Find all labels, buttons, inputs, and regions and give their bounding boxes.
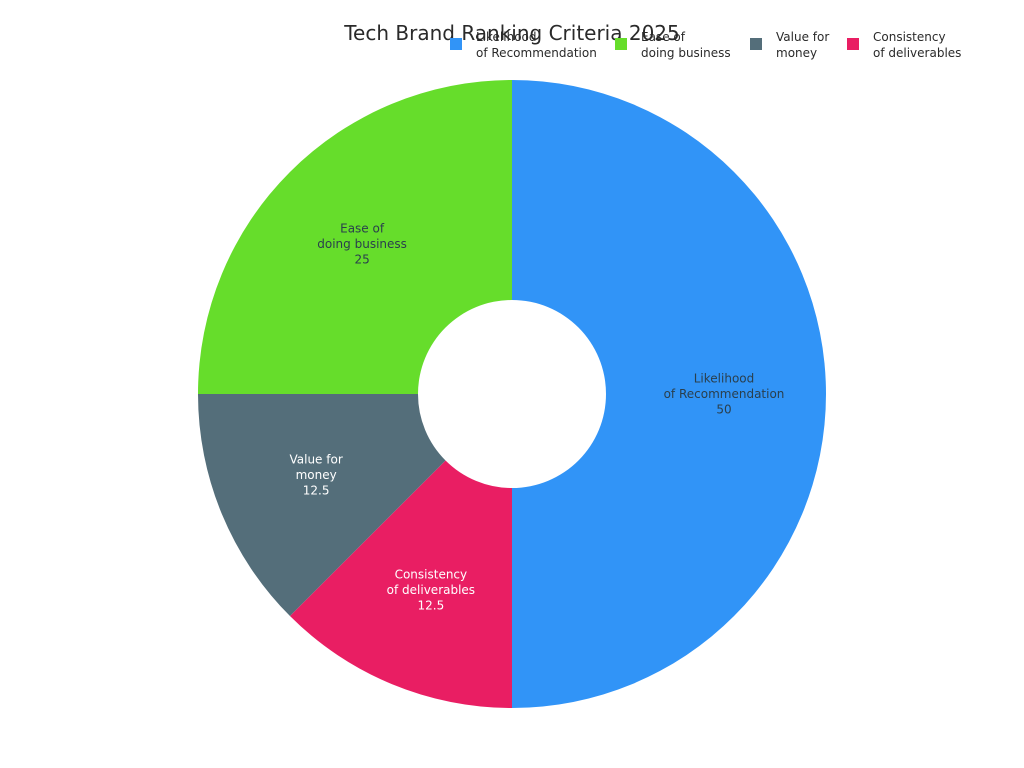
legend-item-likelihood-of-recommendation[interactable]: Likelihood of Recommendation xyxy=(450,30,597,60)
legend-label: Consistency of deliverables xyxy=(873,30,961,60)
slice-ease-of-doing-business[interactable] xyxy=(198,80,512,394)
slice-likelihood-of-recommendation[interactable] xyxy=(512,80,826,708)
slice-consistency-of-deliverables[interactable] xyxy=(289,460,512,708)
slice-label-value-for-money: Value for money 12.5 xyxy=(289,453,342,498)
slices-group xyxy=(198,80,826,708)
legend-swatch xyxy=(615,38,627,50)
legend-swatch xyxy=(847,38,859,50)
legend-swatch xyxy=(450,38,462,50)
slice-label-ease-of-doing-business: Ease of doing business 25 xyxy=(317,222,407,267)
slice-label-consistency-of-deliverables: Consistency of deliverables 12.5 xyxy=(387,567,475,612)
legend: Likelihood of Recommendation Ease of doing … xyxy=(450,30,961,60)
slice-labels-group: Likelihood of Recommendation 50 Consistency… xyxy=(289,222,784,613)
legend-item-value-for-money[interactable]: Value for money xyxy=(750,30,829,60)
legend-item-consistency-of-deliverables[interactable]: Consistency of deliverables xyxy=(847,30,961,60)
slice-label-likelihood-of-recommendation: Likelihood of Recommendation 50 xyxy=(664,372,785,417)
legend-label: Likelihood of Recommendation xyxy=(476,30,597,60)
legend-label: Ease of doing business xyxy=(641,30,731,60)
legend-label: Value for money xyxy=(776,30,829,60)
legend-item-ease-of-doing-business[interactable]: Ease of doing business xyxy=(615,30,731,60)
slice-value-for-money[interactable] xyxy=(198,394,446,617)
legend-swatch xyxy=(750,38,762,50)
